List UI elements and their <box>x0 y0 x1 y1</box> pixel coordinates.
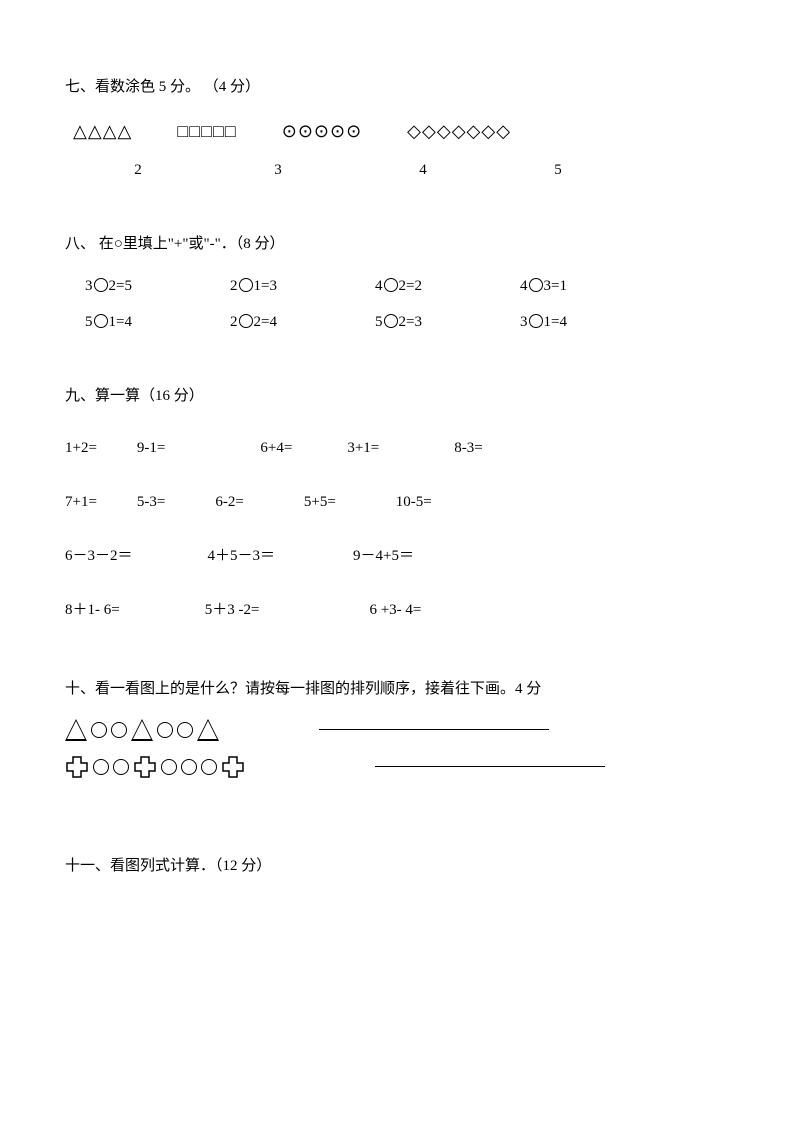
q9-equation: 9-1= <box>137 436 165 460</box>
q10-row-2 <box>65 755 728 779</box>
operator-blank[interactable] <box>239 314 253 328</box>
q9-equation: 6+4= <box>260 436 292 460</box>
q7-group-circles: ⊙⊙⊙⊙⊙ <box>282 117 362 146</box>
q8-equation: 52=3 <box>375 310 520 334</box>
operator-blank[interactable] <box>94 314 108 328</box>
cross-icon <box>221 755 245 779</box>
q7-numbers-row: 2 3 4 5 <box>73 158 728 182</box>
q11-title: 十一、看图列式计算．（12 分） <box>65 854 728 878</box>
q10-row2-blank[interactable] <box>375 766 605 767</box>
circle-icon <box>181 759 197 775</box>
q8-equation: 42=2 <box>375 274 520 298</box>
question-7: 七、看数涂色 5 分。 （4 分） △△△△ □□□□□ ⊙⊙⊙⊙⊙ ◇◇◇◇◇… <box>65 75 728 182</box>
q7-num-5: 5 <box>528 158 588 182</box>
q9-equation: 3+1= <box>347 436 379 460</box>
circle-icon <box>161 759 177 775</box>
q10-row2-pattern <box>65 755 245 779</box>
operator-blank[interactable] <box>384 278 398 292</box>
q7-num-2: 2 <box>108 158 168 182</box>
triangle-icon <box>131 719 153 741</box>
q9-equation: 5＋3 -2= <box>205 598 260 622</box>
q10-row1-pattern <box>65 719 219 741</box>
q8-row: 51=422=452=331=4 <box>85 310 728 334</box>
q7-group-triangles: △△△△ <box>73 117 132 146</box>
q8-row: 32=521=342=243=1 <box>85 274 728 298</box>
q7-shapes-row: △△△△ □□□□□ ⊙⊙⊙⊙⊙ ◇◇◇◇◇◇◇ <box>73 117 728 146</box>
q8-equation: 21=3 <box>230 274 375 298</box>
circle-icon <box>111 722 127 738</box>
q7-num-4: 4 <box>393 158 453 182</box>
q9-row: 6－3－2＝ 4＋5－3＝ 9－4+5＝ <box>65 544 728 568</box>
q7-group-squares: □□□□□ <box>177 117 236 146</box>
circle-icon <box>113 759 129 775</box>
q9-equation: 5-3= <box>137 490 165 514</box>
q8-title: 八、 在○里填上"+"或"-"．（8 分） <box>65 232 728 256</box>
q9-equation: 8-3= <box>454 436 482 460</box>
question-9: 九、算一算（16 分） 1+2= 9-1= 6+4= 3+1= 8-3= 7+1= 5-3=… <box>65 384 728 622</box>
q8-equation: 31=4 <box>520 310 665 334</box>
q7-num-3: 3 <box>248 158 308 182</box>
question-10: 十、看一看图上的是什么？请按每一排图的排列顺序，接着往下画。4 分 <box>65 677 728 779</box>
q8-equation: 43=1 <box>520 274 665 298</box>
circle-icon <box>91 722 107 738</box>
q7-group-diamonds: ◇◇◇◇◇◇◇ <box>407 117 511 146</box>
q9-equation: 4＋5－3＝ <box>208 544 276 568</box>
question-11: 十一、看图列式计算．（12 分） <box>65 854 728 878</box>
triangle-icon <box>65 719 87 741</box>
q9-row: 1+2= 9-1= 6+4= 3+1= 8-3= <box>65 436 728 460</box>
q10-row1-blank[interactable] <box>319 729 549 730</box>
q10-title: 十、看一看图上的是什么？请按每一排图的排列顺序，接着往下画。4 分 <box>65 677 728 701</box>
q9-title: 九、算一算（16 分） <box>65 384 728 408</box>
circle-icon <box>201 759 217 775</box>
q9-equation: 1+2= <box>65 436 97 460</box>
q9-equation: 7+1= <box>65 490 97 514</box>
q8-equation: 51=4 <box>85 310 230 334</box>
circle-icon <box>93 759 109 775</box>
q9-row: 7+1= 5-3= 6-2= 5+5= 10-5= <box>65 490 728 514</box>
triangle-icon <box>197 719 219 741</box>
q9-row: 8＋1- 6= 5＋3 -2= 6 +3- 4= <box>65 598 728 622</box>
q8-equation: 22=4 <box>230 310 375 334</box>
q9-equation: 10-5= <box>396 490 432 514</box>
cross-icon <box>133 755 157 779</box>
operator-blank[interactable] <box>94 278 108 292</box>
circle-icon <box>177 722 193 738</box>
q8-equation: 32=5 <box>85 274 230 298</box>
operator-blank[interactable] <box>529 278 543 292</box>
operator-blank[interactable] <box>239 278 253 292</box>
q10-row-1 <box>65 719 728 741</box>
q9-equation: 5+5= <box>304 490 336 514</box>
cross-icon <box>65 755 89 779</box>
operator-blank[interactable] <box>384 314 398 328</box>
q9-equation: 6 +3- 4= <box>369 598 421 622</box>
q9-equation: 6－3－2＝ <box>65 544 133 568</box>
q9-equation: 8＋1- 6= <box>65 598 120 622</box>
circle-icon <box>157 722 173 738</box>
operator-blank[interactable] <box>529 314 543 328</box>
q9-equation: 6-2= <box>215 490 243 514</box>
q9-equation: 9－4+5＝ <box>353 544 414 568</box>
q7-title: 七、看数涂色 5 分。 （4 分） <box>65 75 728 99</box>
question-8: 八、 在○里填上"+"或"-"．（8 分） 32=521=342=243=1 51… <box>65 232 728 334</box>
